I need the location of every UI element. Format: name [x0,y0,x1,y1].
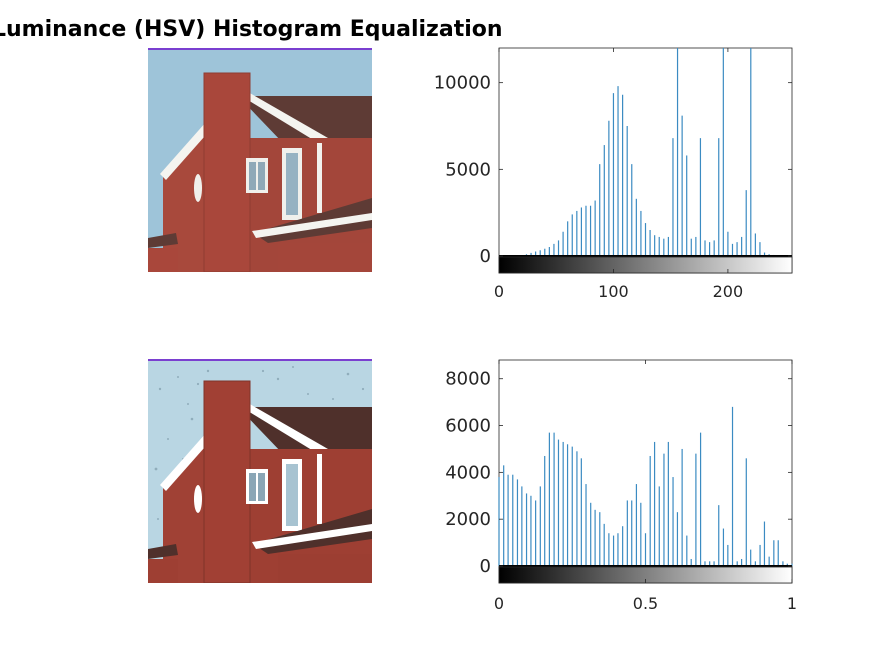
y-tick-label: 0 [480,246,491,267]
y-tick-label: 8000 [445,369,491,390]
histogram-2: 0 2000 4000 6000 8000 0 0.5 1 [445,359,797,613]
y-tick-label: 5000 [445,159,491,180]
original-house-image [148,48,372,272]
x-tick-label: 1 [787,594,797,613]
y-tick-label: 2000 [445,509,491,530]
y-tick-label: 6000 [445,416,491,437]
y-tick-label: 0 [480,556,491,577]
equalized-house-image [148,359,372,583]
x-tick-label: 0 [494,282,504,301]
figure-title: Luminance (HSV) Histogram Equalization [0,17,503,42]
x-tick-label: 0.5 [633,594,658,613]
grayscale-colorbar [498,256,793,274]
x-tick-label: 200 [713,282,744,301]
y-tick-label: 4000 [445,462,491,483]
x-tick-label: 0 [494,594,504,613]
histogram-1: 0 5000 10000 0 100 200 [434,47,793,301]
y-tick-label: 10000 [434,73,491,94]
x-tick-label: 100 [598,282,629,301]
